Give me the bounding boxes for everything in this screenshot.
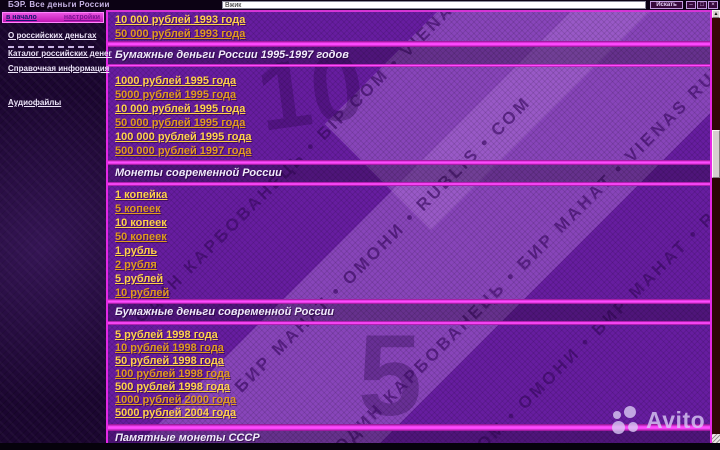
money-link[interactable]: 10 рублей bbox=[115, 287, 170, 299]
money-link[interactable]: 1000 рублей 2000 года bbox=[115, 394, 237, 406]
section-header-modern-paper: Бумажные деньги современной России bbox=[108, 304, 710, 321]
money-link[interactable]: 500 000 рублей 1997 года bbox=[115, 145, 252, 157]
links-panel-1993: 10 000 рублей 1993 года 50 000 рублей 199… bbox=[108, 12, 710, 41]
money-link[interactable]: 100 000 рублей 1995 года bbox=[115, 131, 252, 143]
maximize-button[interactable]: □ bbox=[697, 1, 707, 9]
section-header-modern-coins: Монеты современной России bbox=[108, 165, 710, 182]
sidebar-home-link[interactable]: в начало bbox=[6, 14, 37, 21]
sidebar-item-catalog[interactable]: Каталог российских денег bbox=[8, 49, 112, 58]
money-link[interactable]: 10 000 рублей 1995 года bbox=[115, 103, 246, 115]
bottom-strip bbox=[0, 443, 720, 450]
money-link[interactable]: 5000 рублей 1995 года bbox=[115, 89, 237, 101]
resize-grip-icon[interactable] bbox=[712, 434, 720, 443]
content-sections: 10 000 рублей 1993 года 50 000 рублей 199… bbox=[108, 10, 710, 443]
money-link[interactable]: 5 копеек bbox=[115, 203, 161, 215]
title-bar: БЭР. Все деньги России Искать – □ × bbox=[0, 0, 720, 10]
money-link[interactable]: 5 рублей bbox=[115, 273, 164, 285]
links-panel-1998: 5 рублей 1998 года 10 рублей 1998 года 50 … bbox=[108, 325, 710, 424]
money-link[interactable]: 100 рублей 1998 года bbox=[115, 368, 231, 380]
magenta-divider bbox=[108, 424, 710, 431]
sidebar-menubar: в начало настройки bbox=[2, 12, 104, 23]
sidebar-settings-link[interactable]: настройки bbox=[63, 14, 100, 21]
sidebar-item-about-russian-money[interactable]: О российских деньгах bbox=[8, 31, 97, 40]
app-title: БЭР. Все деньги России bbox=[8, 0, 110, 9]
main-content: 10 5 ОДИН КАРБОВАНЕЦЬ • БIР СОМ • VIENAS… bbox=[106, 10, 712, 443]
search-button[interactable]: Искать bbox=[650, 1, 683, 9]
money-link[interactable]: 5000 рублей 2004 года bbox=[115, 407, 237, 419]
search-input[interactable] bbox=[222, 1, 646, 9]
sidebar-links: О российских деньгах Каталог российских … bbox=[8, 23, 112, 107]
sidebar-dashed-divider bbox=[8, 46, 94, 48]
sidebar: в начало настройки О российских деньгах … bbox=[0, 10, 112, 443]
money-link[interactable]: 10 рублей 1998 года bbox=[115, 342, 224, 354]
vertical-scrollbar[interactable]: ▲ bbox=[712, 10, 720, 443]
money-link[interactable]: 500 рублей 1998 года bbox=[115, 381, 231, 393]
money-link[interactable]: 50 000 рублей 1993 года bbox=[115, 28, 246, 40]
minimize-button[interactable]: – bbox=[686, 1, 696, 9]
money-link[interactable]: 1000 рублей 1995 года bbox=[115, 75, 237, 87]
money-link[interactable]: 2 рубля bbox=[115, 259, 157, 271]
money-link[interactable]: 10 копеек bbox=[115, 217, 167, 229]
money-link[interactable]: 10 000 рублей 1993 года bbox=[115, 14, 246, 26]
sidebar-item-audio-files[interactable]: Аудиофайлы bbox=[8, 98, 62, 107]
money-link[interactable]: 50 000 рублей 1995 года bbox=[115, 117, 246, 129]
money-link[interactable]: 1 копейка bbox=[115, 189, 168, 201]
sidebar-item-reference-info[interactable]: Справочная информация bbox=[8, 64, 110, 73]
links-panel-1995: 1000 рублей 1995 года 5000 рублей 1995 го… bbox=[108, 67, 710, 160]
links-panel-coins: 1 копейка 5 копеек 10 копеек 50 копеек 1 руб… bbox=[108, 186, 710, 299]
money-link[interactable]: 50 рублей 1998 года bbox=[115, 355, 224, 367]
scrollbar-thumb[interactable] bbox=[712, 130, 720, 178]
money-link[interactable]: 50 копеек bbox=[115, 231, 167, 243]
money-link[interactable]: 1 рубль bbox=[115, 245, 158, 257]
money-link[interactable]: 5 рублей 1998 года bbox=[115, 329, 218, 341]
section-header-paper-1995-1997: Бумажные деньги России 1995-1997 годов bbox=[108, 47, 710, 64]
close-button[interactable]: × bbox=[708, 1, 718, 9]
section-header-ussr-commemorative: Памятные монеты СССР bbox=[108, 431, 710, 443]
scroll-up-arrow-icon[interactable]: ▲ bbox=[712, 10, 720, 18]
